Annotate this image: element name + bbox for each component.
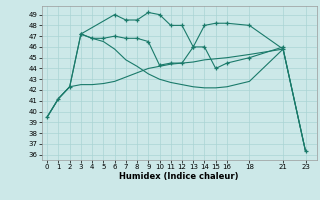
X-axis label: Humidex (Indice chaleur): Humidex (Indice chaleur): [119, 172, 239, 181]
